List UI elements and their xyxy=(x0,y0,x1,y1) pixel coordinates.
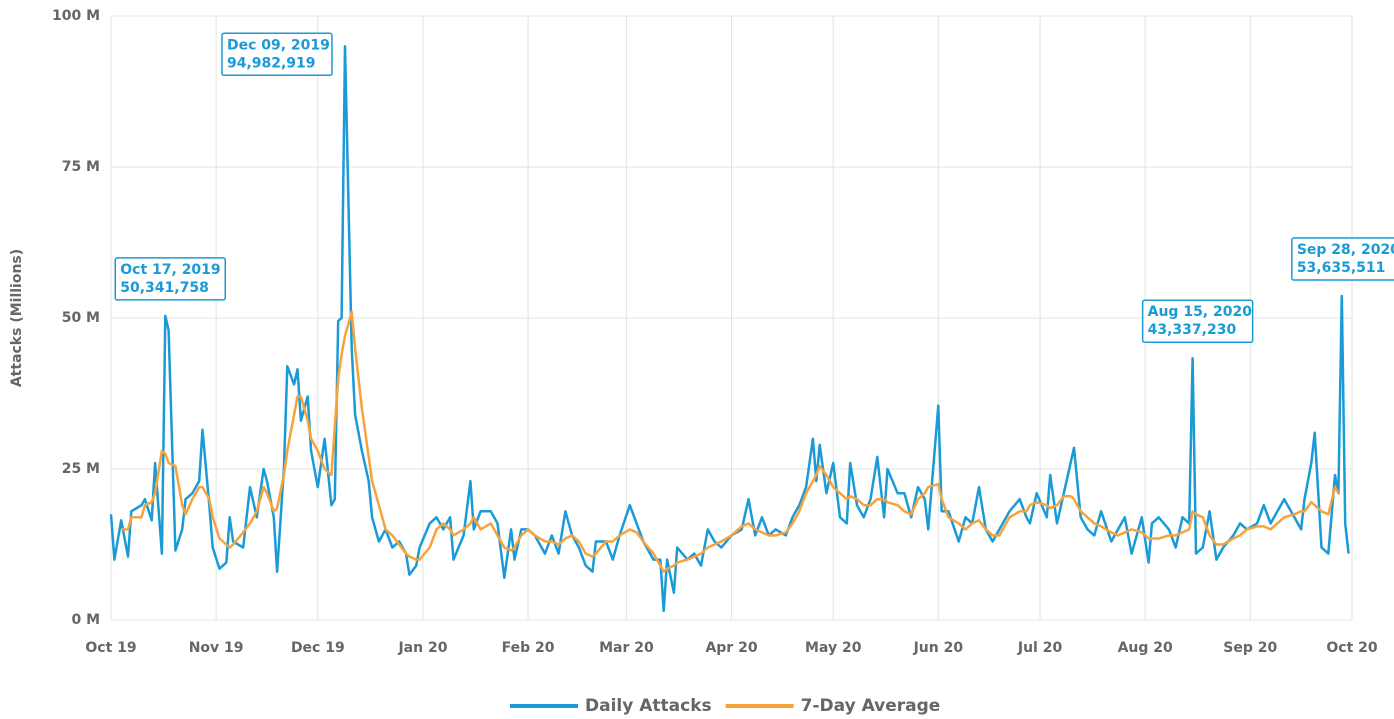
x-tick-label: Nov 19 xyxy=(189,640,244,656)
annotation-box xyxy=(1141,299,1254,343)
legend-label: 7-Day Average xyxy=(801,696,941,716)
x-tick-label: Oct 19 xyxy=(85,640,136,656)
annotation: Aug 15, 2020 43,337,230 xyxy=(1141,299,1254,343)
annotation-value: 53,635,511 xyxy=(1297,260,1386,276)
legend-label: Daily Attacks xyxy=(585,696,712,716)
annotation-date: Dec 09, 2019 xyxy=(227,37,330,53)
annotation: Sep 28, 2020 53,635,511 xyxy=(1291,237,1394,281)
y-tick-label: 50 M xyxy=(62,310,100,326)
annotation: Oct 17, 2019 50,341,758 xyxy=(114,257,227,301)
annotation-date: Sep 28, 2020 xyxy=(1297,242,1394,258)
x-tick-label: Apr 20 xyxy=(705,640,757,656)
annotation-value: 43,337,230 xyxy=(1148,322,1237,338)
series-line xyxy=(109,45,1350,613)
x-tick-label: Sep 20 xyxy=(1223,640,1277,656)
x-tick-label: Mar 20 xyxy=(599,640,654,656)
annotation-box xyxy=(1291,237,1394,281)
y-tick-label: 100 M xyxy=(52,8,100,24)
x-tick-label: Aug 20 xyxy=(1118,640,1173,656)
annotation-value: 50,341,758 xyxy=(120,280,209,296)
y-tick-label: 0 M xyxy=(71,612,100,628)
annotation-box xyxy=(114,257,227,301)
x-tick-label: Feb 20 xyxy=(502,640,555,656)
annotation-value: 94,982,919 xyxy=(227,55,316,71)
x-tick-label: Dec 19 xyxy=(291,640,345,656)
series-line xyxy=(121,310,1340,573)
annotation-date: Oct 17, 2019 xyxy=(120,262,220,278)
annotation: Dec 09, 2019 94,982,919 xyxy=(221,32,333,77)
x-tick-label: Jan 20 xyxy=(397,640,447,656)
y-tick-label: 75 M xyxy=(62,159,100,175)
x-tick-label: Jul 20 xyxy=(1017,640,1063,656)
x-tick-label: Oct 20 xyxy=(1326,640,1378,656)
legend: Daily Attacks 7-Day Average xyxy=(510,696,940,716)
annotation-box xyxy=(221,32,333,77)
y-tick-label: 25 M xyxy=(62,461,100,477)
x-tick-label: May 20 xyxy=(805,640,862,656)
x-tick-label: Jun 20 xyxy=(913,640,964,656)
annotation-date: Aug 15, 2020 xyxy=(1148,304,1253,320)
y-axis-title: Attacks (Millions) xyxy=(9,249,25,387)
